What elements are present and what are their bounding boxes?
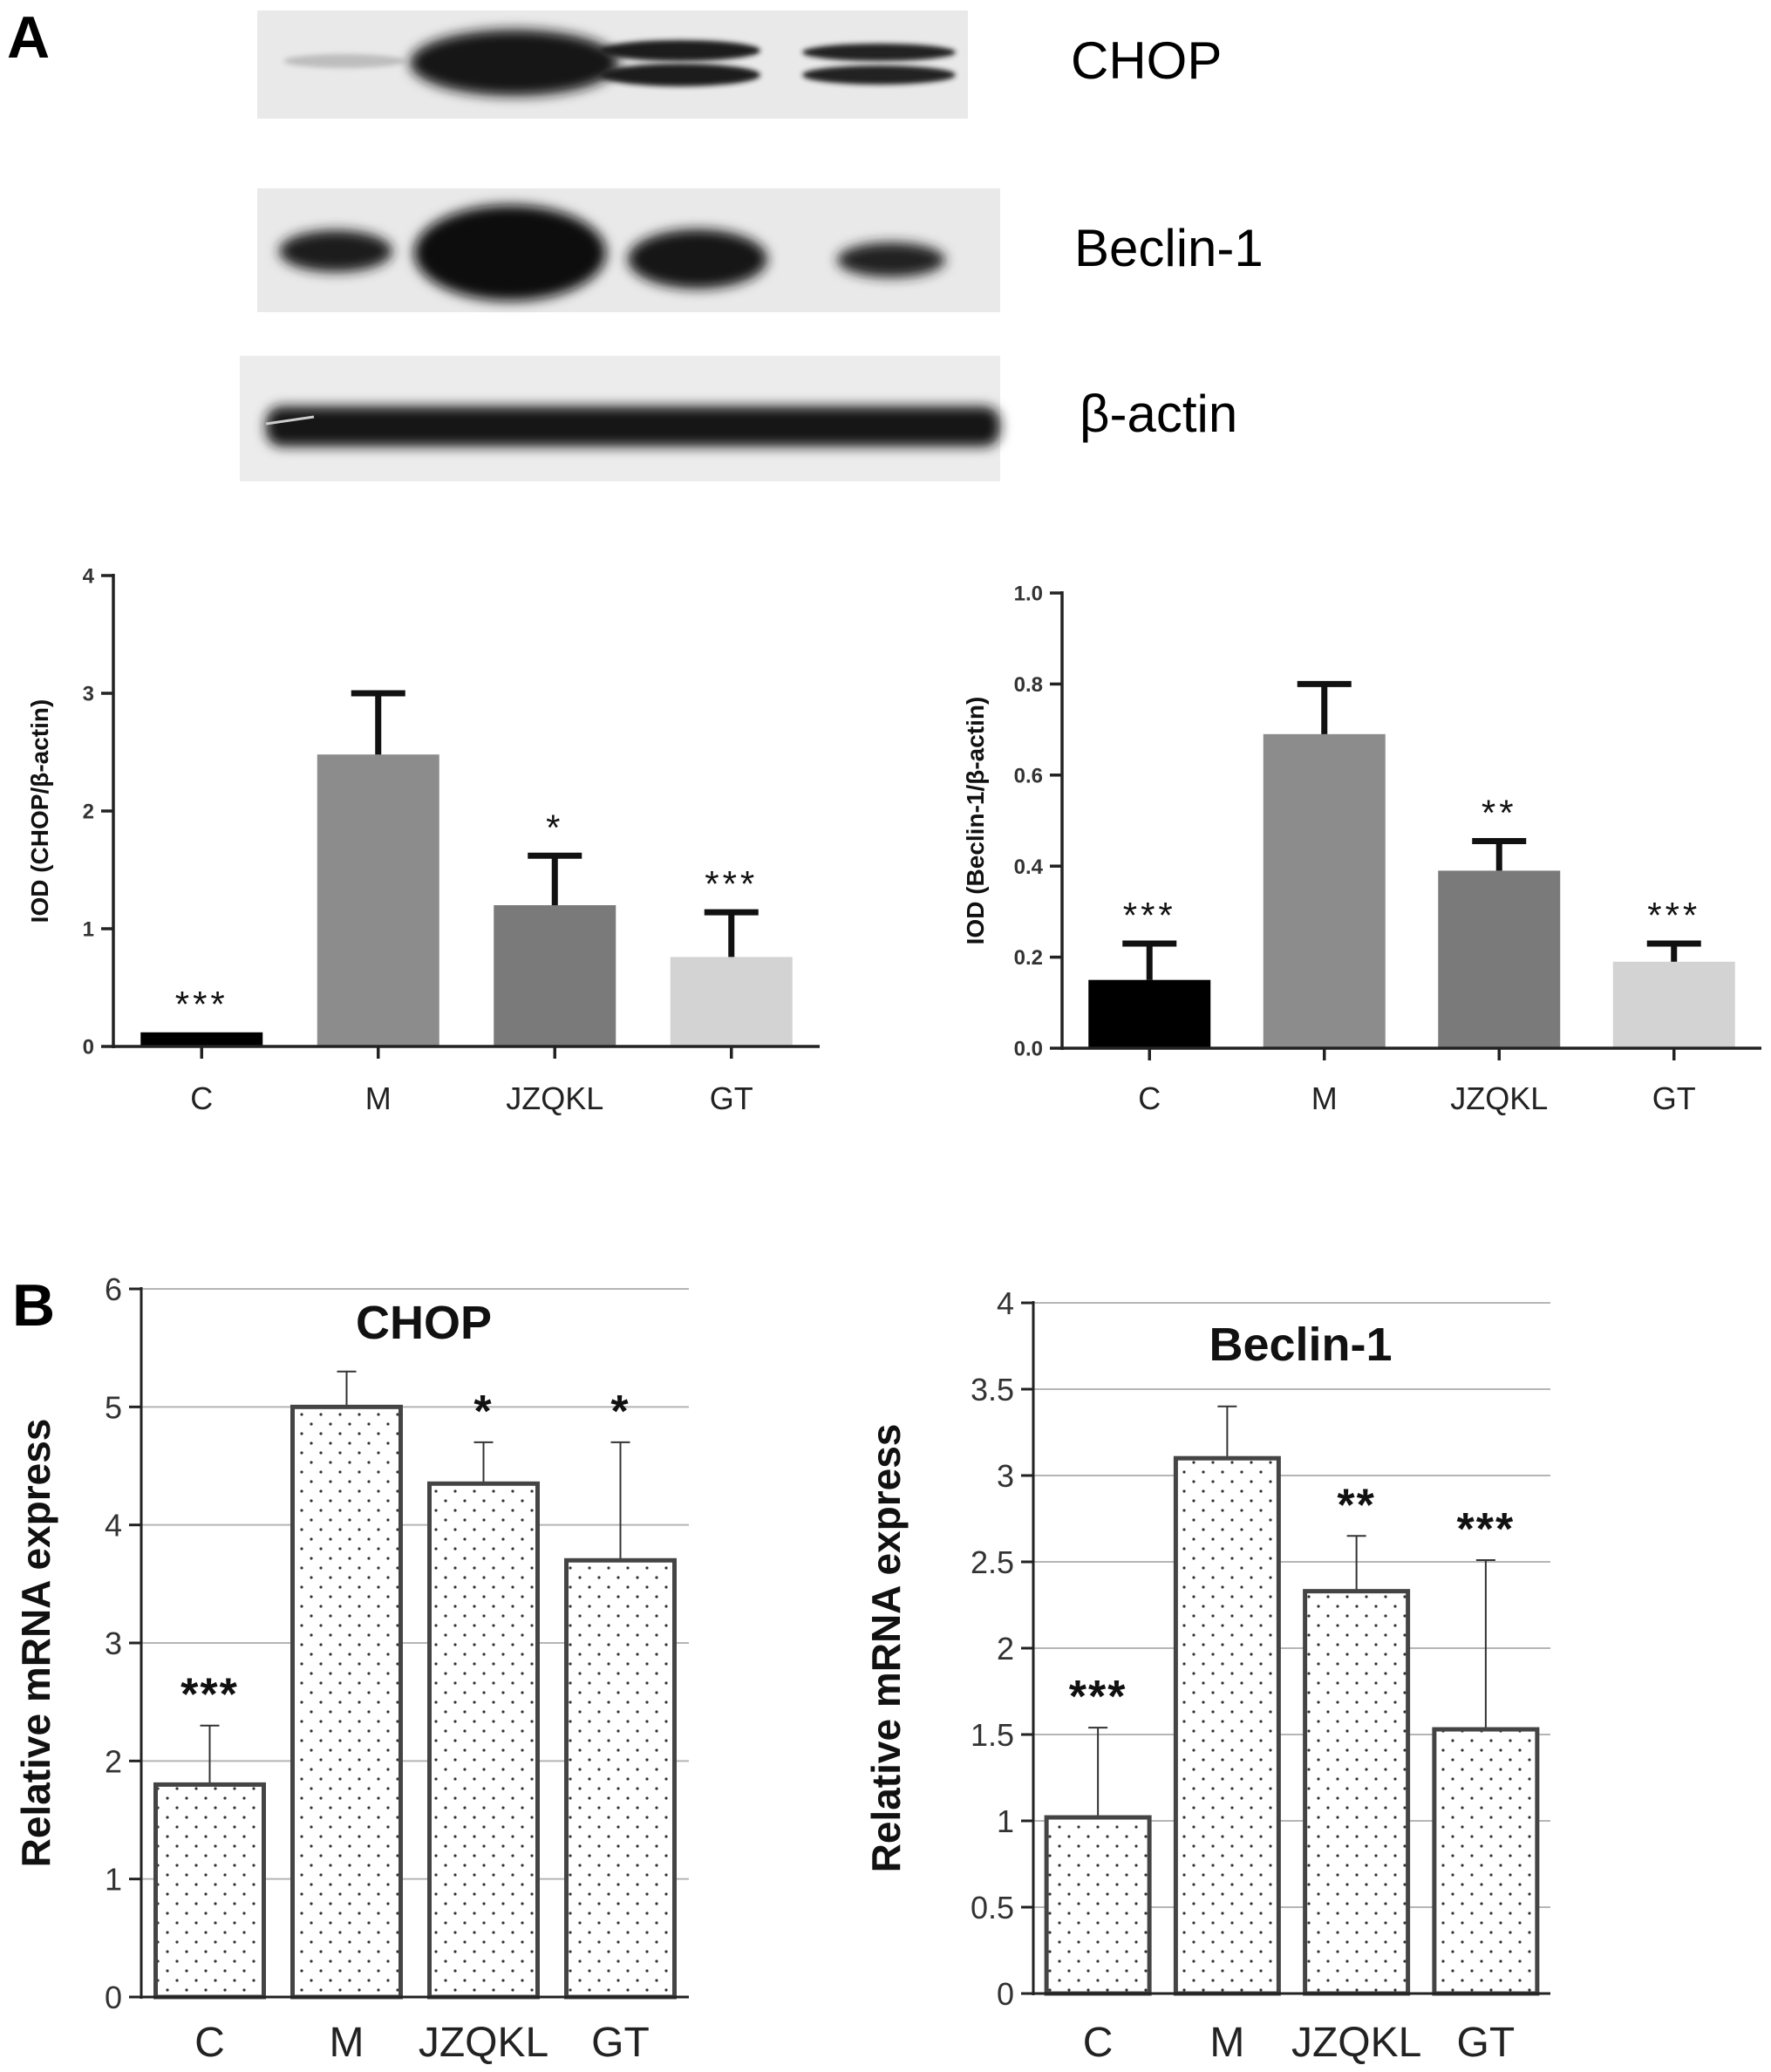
y-tick-label: 0.8 <box>1014 673 1043 697</box>
y-tick-label: 5 <box>105 1389 122 1425</box>
bar <box>1088 979 1211 1048</box>
bar <box>1432 1727 1540 1996</box>
y-tick-label: 0 <box>105 1980 122 2015</box>
y-tick-label: 4 <box>83 565 95 589</box>
x-tick-label: JZQKL <box>1291 2020 1421 2066</box>
y-tick-label: 2.5 <box>971 1544 1014 1580</box>
y-tick-label: 1 <box>997 1803 1014 1839</box>
y-tick-label: 6 <box>105 1271 122 1307</box>
x-tick-label: C <box>1083 2020 1114 2066</box>
y-axis-label: IOD (Beclin-1/β-actin) <box>962 697 989 945</box>
y-tick-label: 1 <box>83 918 94 942</box>
bar <box>140 1032 263 1046</box>
x-tick-label: JZQKL <box>506 1080 603 1116</box>
x-tick-label: C <box>194 2020 225 2066</box>
significance-label: *** <box>1647 895 1700 936</box>
y-tick-label: 2 <box>105 1743 122 1779</box>
y-tick-label: 2 <box>83 801 94 824</box>
significance-label: *** <box>1069 1672 1127 1722</box>
bar <box>494 905 616 1046</box>
significance-label: *** <box>181 1670 239 1721</box>
x-tick-label: GT <box>710 1080 753 1116</box>
y-tick-label: 0.5 <box>971 1890 1014 1925</box>
y-tick-label: 3.5 <box>971 1372 1014 1407</box>
x-tick-label: M <box>1311 1080 1338 1116</box>
blot-label-actin: β-actin <box>1080 385 1237 443</box>
x-tick-label: M <box>365 1080 392 1116</box>
western-blot: CHOP Beclin-1 β-actin <box>240 10 1264 481</box>
bar <box>1438 870 1561 1048</box>
y-axis-label: Relative mRNA express <box>863 1424 909 1873</box>
y-tick-label: 0 <box>997 1976 1014 2012</box>
y-tick-label: 4 <box>105 1508 122 1544</box>
blot-strip-chop <box>257 10 968 119</box>
bar <box>670 957 793 1046</box>
y-tick-label: 4 <box>997 1285 1014 1321</box>
y-tick-label: 1 <box>105 1862 122 1898</box>
significance-label: *** <box>1123 895 1176 936</box>
y-tick-label: 3 <box>997 1458 1014 1494</box>
significance-label: * <box>473 1387 493 1437</box>
x-tick-label: GT <box>591 2020 650 2066</box>
x-tick-label: C <box>1138 1080 1161 1116</box>
x-tick-label: JZQKL <box>1450 1080 1548 1116</box>
x-tick-label: M <box>330 2020 364 2066</box>
y-axis-label: Relative mRNA express <box>13 1419 58 1868</box>
x-tick-label: GT <box>1457 2020 1516 2066</box>
significance-label: * <box>546 807 563 848</box>
x-tick-label: GT <box>1652 1080 1696 1116</box>
y-tick-label: 2 <box>997 1631 1014 1666</box>
x-tick-label: C <box>190 1080 213 1116</box>
chart-beclin-mrna: 0 0.5 1 1.5 2 2.5 3 3.5 4 *** C M ** JZQKL *** GT Relati… <box>863 1285 1550 2066</box>
significance-label: ** <box>1482 792 1517 833</box>
y-tick-label: 0.0 <box>1014 1038 1043 1061</box>
y-tick-label: 3 <box>105 1626 122 1661</box>
bar <box>153 1782 266 2000</box>
significance-label: * <box>610 1387 630 1437</box>
bar <box>1173 1455 1281 1996</box>
chart-chop-protein: 0 1 2 3 4 *** C M * JZQKL *** GT IOD (CHOP/β-actin) <box>26 565 820 1116</box>
y-tick-label: 1.0 <box>1014 583 1043 606</box>
panel-label-b: B <box>12 1272 55 1339</box>
bar <box>1044 1815 1152 1996</box>
chart-beclin-protein: 0.0 0.2 0.4 0.6 0.8 1.0 *** C M ** JZQKL *** GT IOD (… <box>962 583 1761 1116</box>
bar <box>427 1481 540 2000</box>
bar <box>564 1557 677 2000</box>
blot-strip-actin <box>240 356 1000 481</box>
significance-label: ** <box>1337 1480 1375 1530</box>
chart-title: CHOP <box>356 1297 492 1349</box>
bar <box>317 754 439 1046</box>
x-tick-label: JZQKL <box>419 2020 548 2066</box>
panel-label-a: A <box>7 4 50 71</box>
y-tick-label: 0.6 <box>1014 764 1043 787</box>
y-tick-label: 0 <box>83 1036 94 1060</box>
blot-label-beclin: Beclin-1 <box>1074 219 1264 277</box>
blot-label-chop: CHOP <box>1071 31 1222 90</box>
bar <box>1263 733 1386 1048</box>
chart-chop-mrna: 0 1 2 3 4 5 6 *** C M * JZQKL * GT Relative mRNA expre… <box>13 1271 689 2066</box>
significance-label: *** <box>705 863 758 904</box>
y-tick-label: 1.5 <box>971 1717 1014 1753</box>
blot-strip-beclin <box>257 188 1000 312</box>
bar <box>1612 961 1735 1048</box>
bar <box>290 1404 403 2000</box>
significance-label: *** <box>1457 1504 1516 1555</box>
chart-title: Beclin-1 <box>1209 1319 1392 1371</box>
bar <box>1303 1589 1411 1996</box>
y-tick-label: 3 <box>83 683 94 706</box>
significance-label: *** <box>175 984 228 1025</box>
y-tick-label: 0.4 <box>1014 855 1044 879</box>
x-tick-label: M <box>1209 2020 1244 2066</box>
y-tick-label: 0.2 <box>1014 946 1043 970</box>
y-axis-label: IOD (CHOP/β-actin) <box>26 699 53 924</box>
